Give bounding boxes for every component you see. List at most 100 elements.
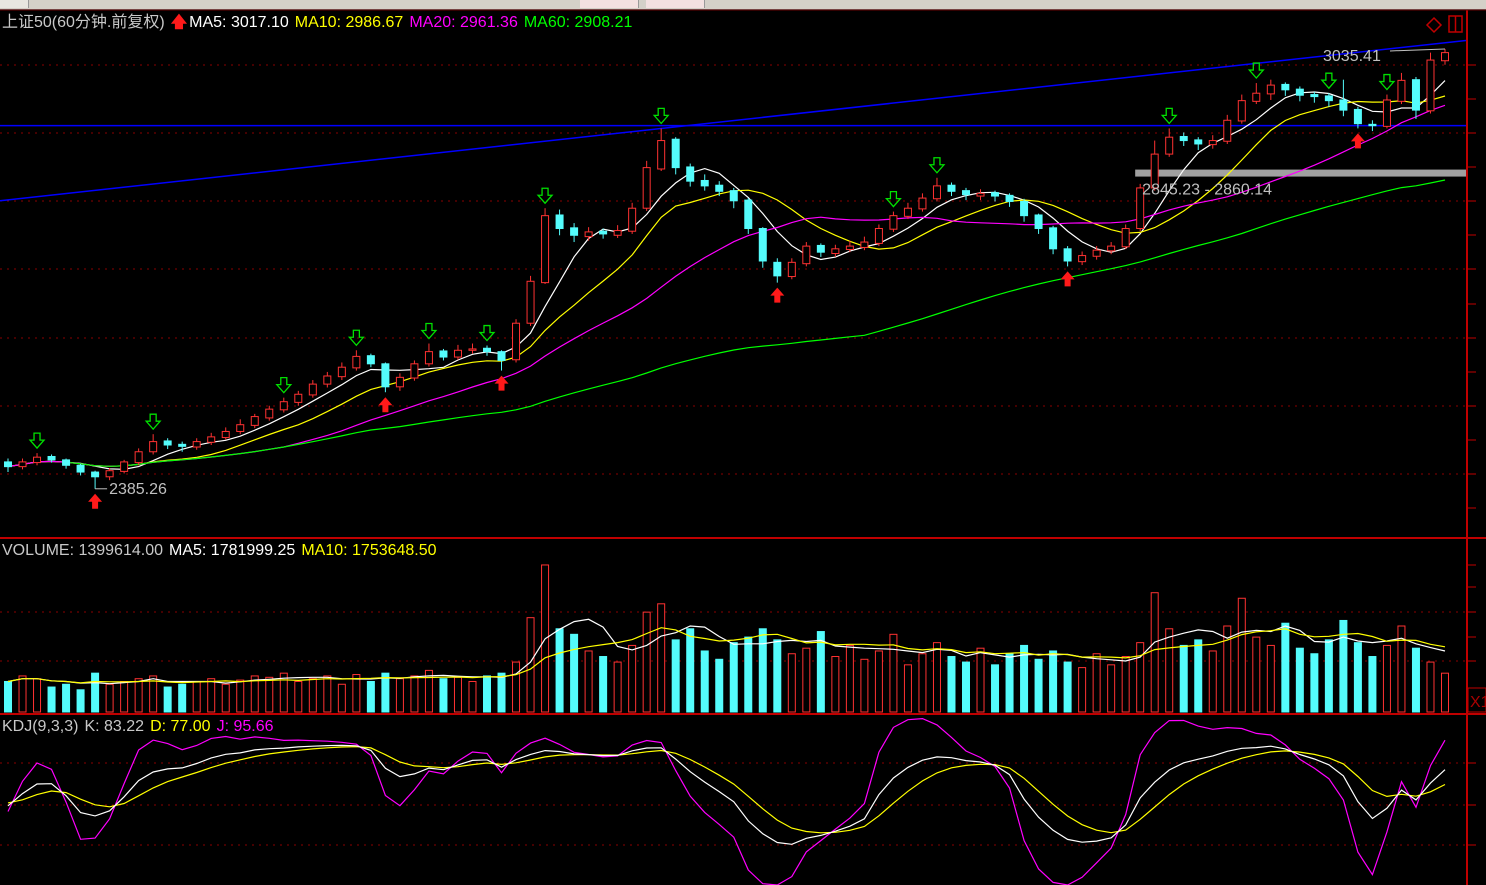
volume-bar (1005, 653, 1014, 713)
kdj-d-value: D: 77.00 (150, 718, 211, 735)
candle-body (105, 470, 114, 478)
candle (889, 211, 898, 232)
volume-bar (1281, 622, 1290, 713)
volume-bar (1078, 667, 1087, 713)
candle (76, 463, 85, 476)
candle (657, 128, 666, 172)
volume-bar (671, 639, 680, 713)
candle (483, 345, 491, 356)
volume-scale-label[interactable]: X1 (1470, 694, 1486, 711)
candle-body (76, 464, 85, 473)
candle-body (1426, 59, 1435, 112)
sell-signal-arrow (1378, 73, 1396, 91)
volume-bar (1324, 639, 1333, 713)
candle (1194, 137, 1203, 151)
toolbar-tab[interactable] (646, 0, 705, 8)
candle (584, 227, 593, 241)
buy-signal-arrow (88, 493, 103, 509)
candle (816, 243, 825, 257)
split-panel-icon[interactable] (1448, 15, 1463, 33)
candle-body (1310, 94, 1319, 98)
toolbar-tab[interactable] (580, 0, 639, 8)
volume-bar (192, 680, 201, 713)
candle-body (729, 190, 738, 202)
volume-bar (715, 658, 724, 713)
volume-bar (483, 675, 491, 713)
candle (163, 438, 172, 450)
volume-bar (1092, 653, 1101, 713)
volume-bar (947, 656, 956, 713)
candle (453, 344, 462, 360)
candle-body (1121, 228, 1130, 248)
candle (1426, 52, 1435, 114)
sell-signal-arrow (1247, 62, 1265, 80)
candle (1034, 213, 1043, 234)
candle-body (163, 440, 172, 446)
candle-body (1411, 79, 1420, 111)
sell-signal-arrow (536, 187, 554, 205)
volume-bar (1165, 628, 1174, 713)
volume-bar (584, 650, 593, 713)
candle-body (120, 461, 129, 472)
toolbar-tab[interactable] (0, 0, 29, 8)
sell-signal-arrow (144, 413, 162, 431)
volume-bar (657, 603, 666, 713)
candle (758, 227, 767, 268)
candle-body (1078, 255, 1087, 263)
candle (642, 160, 651, 211)
volume-bar (874, 650, 883, 713)
high-price-pointer (1389, 48, 1446, 52)
candle-body (628, 207, 637, 232)
volume-bar (758, 628, 767, 713)
volume-bar (889, 633, 898, 713)
candle (366, 353, 375, 368)
volume-bar (149, 675, 158, 713)
volume-bar (120, 680, 129, 713)
candle (671, 137, 680, 175)
volume-bar (33, 678, 42, 713)
candle-body (221, 430, 230, 439)
candle-body (787, 261, 796, 278)
candle-body (91, 471, 100, 478)
candle (1310, 91, 1319, 103)
volume-bar (497, 672, 506, 713)
volume-bar (729, 642, 738, 713)
volume-bar (1397, 625, 1406, 713)
candle (1324, 93, 1333, 107)
candle-body (845, 245, 854, 250)
candle (1411, 76, 1420, 119)
candle-body (599, 230, 608, 235)
candle-body (1441, 52, 1449, 62)
kdj-k-line (7, 744, 1446, 845)
candle-body (250, 416, 259, 426)
candle (1252, 83, 1261, 105)
candle (279, 397, 288, 413)
candle (1020, 198, 1029, 222)
candle (192, 438, 201, 450)
candle-body (932, 185, 941, 200)
candle (149, 434, 158, 455)
candle-body (279, 401, 288, 411)
candle-body (4, 461, 12, 468)
candle-body (1281, 83, 1290, 91)
volume-bar (1063, 661, 1072, 713)
price-zone-band (1135, 169, 1466, 177)
volume-bar (1353, 642, 1362, 713)
volume-bar (1295, 647, 1304, 713)
volume-bar (570, 633, 579, 713)
candle (105, 467, 114, 481)
candle-body (47, 455, 56, 461)
candle-body (1049, 227, 1058, 250)
candle-body (1237, 100, 1246, 122)
candle-body (570, 227, 579, 236)
candle-body (1092, 249, 1101, 257)
sell-signal-arrow (928, 157, 946, 174)
volume-bar (1049, 650, 1058, 713)
volume-bar (453, 676, 462, 713)
diamond-icon[interactable] (1425, 16, 1443, 34)
volume-legend: VOLUME: 1399614.00 MA5: 1781999.25 MA10: 1… (2, 542, 443, 560)
candle-body (831, 248, 840, 255)
volume-bar (395, 678, 404, 713)
candle-body (860, 241, 869, 248)
